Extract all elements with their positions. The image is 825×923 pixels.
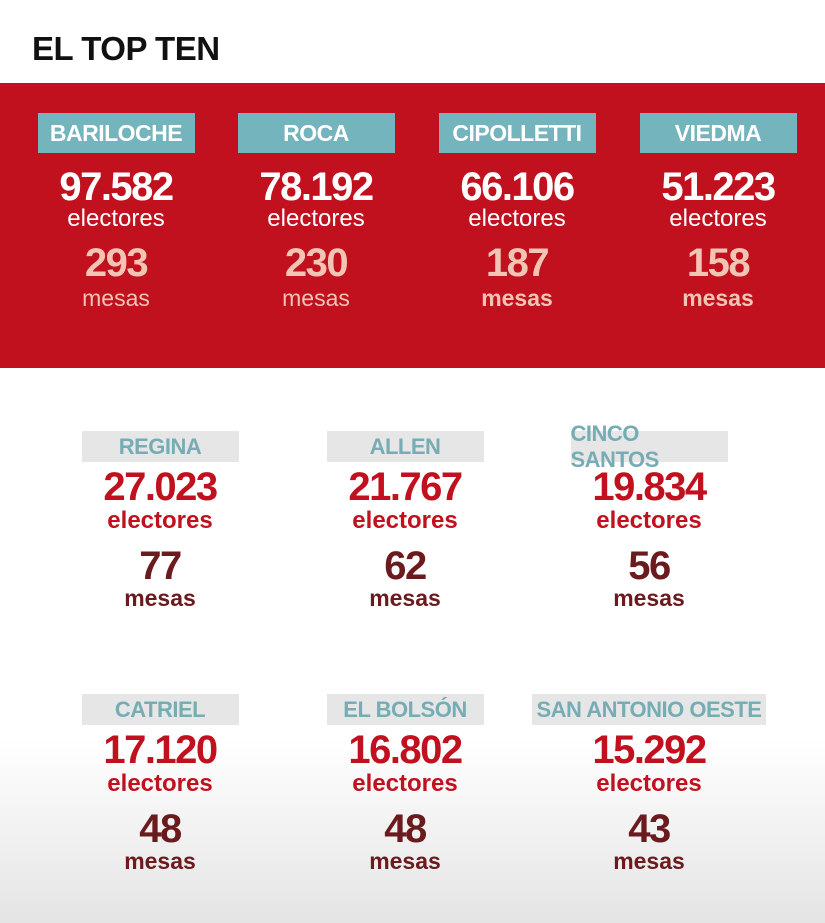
electores-label: electores bbox=[669, 205, 767, 232]
mesas-value: 187 bbox=[485, 241, 550, 285]
electores-value: 16.802 bbox=[348, 728, 463, 772]
city-label: SAN ANTONIO OESTE bbox=[532, 694, 766, 725]
electores-value: 15.292 bbox=[592, 728, 707, 772]
mesas-value: 48 bbox=[139, 807, 182, 851]
mesas-label: mesas bbox=[124, 848, 196, 874]
city-label: CATRIEL bbox=[81, 694, 239, 725]
mesas-label: mesas bbox=[282, 285, 350, 311]
electores-label: electores bbox=[352, 507, 458, 534]
electores-label: electores bbox=[267, 205, 365, 232]
electores-label: electores bbox=[67, 205, 165, 232]
mesas-value: 43 bbox=[628, 807, 671, 851]
electores-value: 78.192 bbox=[259, 165, 374, 209]
electores-label: electores bbox=[352, 770, 458, 797]
mesas-value: 77 bbox=[139, 544, 182, 588]
mesas-value: 293 bbox=[84, 241, 149, 285]
electores-value: 51.223 bbox=[661, 165, 776, 209]
city-label: REGINA bbox=[81, 431, 239, 462]
title: EL TOP TEN bbox=[32, 30, 220, 67]
city-label: BARILOCHE bbox=[37, 113, 195, 153]
electores-value: 17.120 bbox=[103, 728, 218, 772]
mesas-label: mesas bbox=[82, 285, 150, 311]
electores-label: electores bbox=[596, 507, 702, 534]
mesas-label: mesas bbox=[369, 585, 441, 611]
mesas-value: 230 bbox=[284, 241, 349, 285]
electores-label: electores bbox=[107, 770, 213, 797]
mesas-label: mesas bbox=[682, 285, 754, 311]
city-label: ROCA bbox=[237, 113, 395, 153]
city-label: CINCO SANTOS bbox=[570, 421, 728, 472]
electores-value: 66.106 bbox=[460, 165, 575, 209]
city-label: ALLEN bbox=[326, 431, 484, 462]
mesas-value: 62 bbox=[384, 544, 427, 588]
mesas-label: mesas bbox=[613, 585, 685, 611]
electores-label: electores bbox=[468, 205, 566, 232]
mesas-label: mesas bbox=[124, 585, 196, 611]
mesas-value: 48 bbox=[384, 807, 427, 851]
electores-label: electores bbox=[107, 507, 213, 534]
mesas-value: 158 bbox=[686, 241, 751, 285]
city-label: EL BOLSÓN bbox=[326, 694, 484, 725]
electores-value: 21.767 bbox=[348, 465, 463, 509]
city-label: VIEDMA bbox=[639, 113, 797, 153]
mesas-value: 56 bbox=[628, 544, 671, 588]
mesas-label: mesas bbox=[613, 848, 685, 874]
city-label: CIPOLLETTI bbox=[438, 113, 596, 153]
mesas-label: mesas bbox=[369, 848, 441, 874]
electores-value: 27.023 bbox=[103, 465, 218, 509]
electores-value: 97.582 bbox=[59, 165, 174, 209]
electores-label: electores bbox=[596, 770, 702, 797]
electores-value: 19.834 bbox=[592, 465, 707, 509]
mesas-label: mesas bbox=[481, 285, 553, 311]
